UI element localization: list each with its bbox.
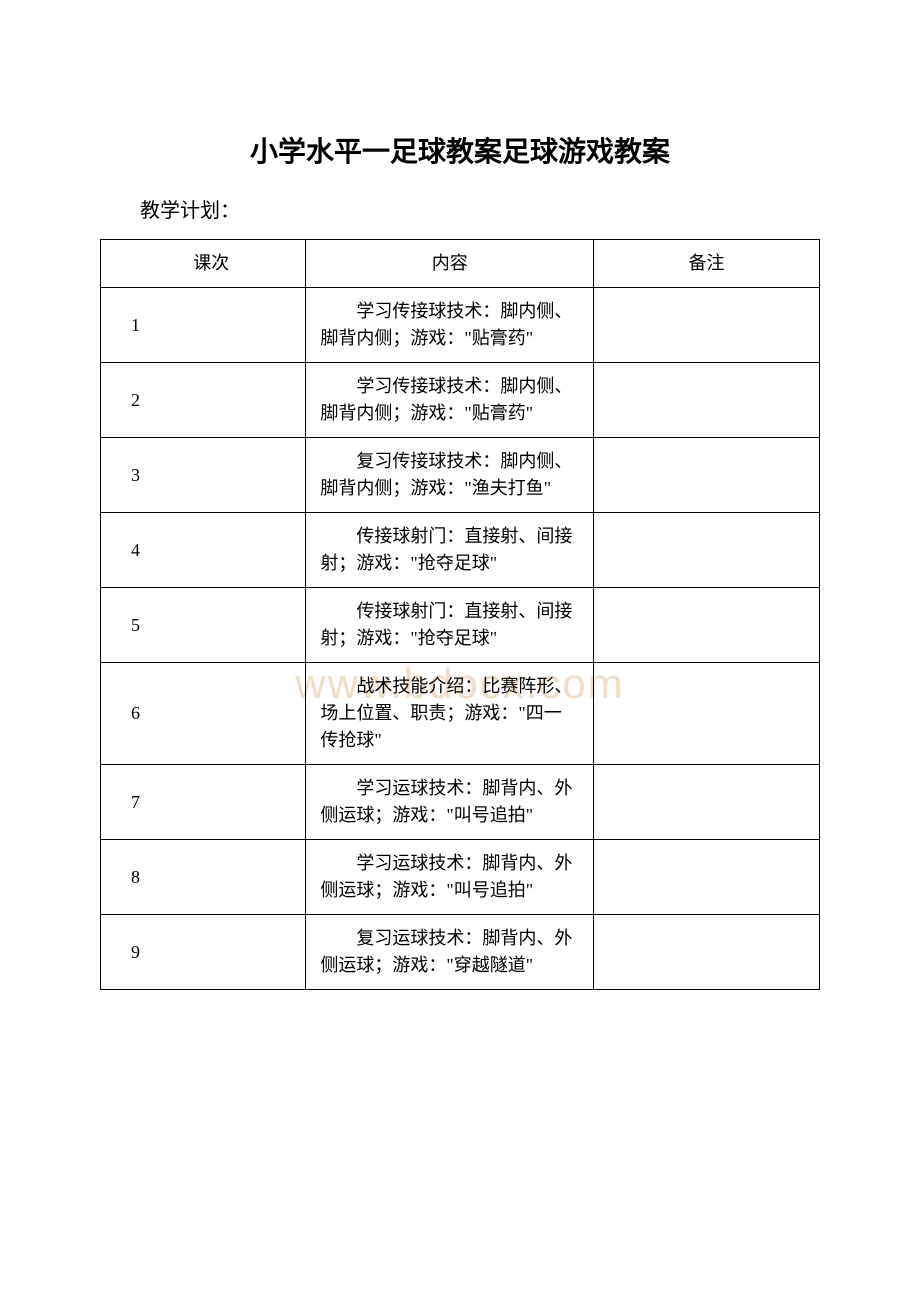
table-row: 6 战术技能介绍：比赛阵形、场上位置、职责；游戏："四一传抢球" bbox=[101, 663, 820, 765]
table-row: 7 学习运球技术：脚背内、外侧运球；游戏："叫号追拍" bbox=[101, 765, 820, 840]
cell-lesson: 7 bbox=[101, 765, 306, 840]
cell-notes bbox=[594, 438, 820, 513]
table-row: 1 学习传接球技术：脚内侧、脚背内侧；游戏："贴膏药" bbox=[101, 288, 820, 363]
cell-lesson: 6 bbox=[101, 663, 306, 765]
cell-content: 复习传接球技术：脚内侧、脚背内侧；游戏："渔夫打鱼" bbox=[306, 438, 594, 513]
cell-content: 学习传接球技术：脚内侧、脚背内侧；游戏："贴膏药" bbox=[306, 363, 594, 438]
table-row: 9 复习运球技术：脚背内、外侧运球；游戏："穿越隧道" bbox=[101, 915, 820, 990]
cell-lesson: 8 bbox=[101, 840, 306, 915]
cell-notes bbox=[594, 765, 820, 840]
cell-notes bbox=[594, 663, 820, 765]
table-wrapper: 课次 内容 备注 1 学习传接球技术：脚内侧、脚背内侧；游戏："贴膏药" 2 学… bbox=[100, 239, 820, 990]
document-title: 小学水平一足球教案足球游戏教案 bbox=[100, 130, 820, 170]
cell-lesson: 5 bbox=[101, 588, 306, 663]
cell-lesson: 3 bbox=[101, 438, 306, 513]
cell-content: 学习运球技术：脚背内、外侧运球；游戏："叫号追拍" bbox=[306, 765, 594, 840]
subtitle: 教学计划： bbox=[100, 194, 820, 223]
cell-content: 学习传接球技术：脚内侧、脚背内侧；游戏："贴膏药" bbox=[306, 288, 594, 363]
cell-content: 学习运球技术：脚背内、外侧运球；游戏："叫号追拍" bbox=[306, 840, 594, 915]
cell-content: 传接球射门：直接射、间接射；游戏："抢夺足球" bbox=[306, 588, 594, 663]
cell-lesson: 4 bbox=[101, 513, 306, 588]
cell-lesson: 9 bbox=[101, 915, 306, 990]
table-row: 4 传接球射门：直接射、间接射；游戏："抢夺足球" bbox=[101, 513, 820, 588]
cell-content: 复习运球技术：脚背内、外侧运球；游戏："穿越隧道" bbox=[306, 915, 594, 990]
cell-notes bbox=[594, 588, 820, 663]
table-header-row: 课次 内容 备注 bbox=[101, 240, 820, 288]
cell-notes bbox=[594, 363, 820, 438]
header-lesson: 课次 bbox=[101, 240, 306, 288]
table-row: 5 传接球射门：直接射、间接射；游戏："抢夺足球" bbox=[101, 588, 820, 663]
header-content: 内容 bbox=[306, 240, 594, 288]
cell-notes bbox=[594, 840, 820, 915]
table-row: 3 复习传接球技术：脚内侧、脚背内侧；游戏："渔夫打鱼" bbox=[101, 438, 820, 513]
cell-content: 战术技能介绍：比赛阵形、场上位置、职责；游戏："四一传抢球" bbox=[306, 663, 594, 765]
cell-lesson: 2 bbox=[101, 363, 306, 438]
table-row: 8 学习运球技术：脚背内、外侧运球；游戏："叫号追拍" bbox=[101, 840, 820, 915]
cell-notes bbox=[594, 915, 820, 990]
teaching-plan-table: 课次 内容 备注 1 学习传接球技术：脚内侧、脚背内侧；游戏："贴膏药" 2 学… bbox=[100, 239, 820, 990]
header-notes: 备注 bbox=[594, 240, 820, 288]
cell-notes bbox=[594, 288, 820, 363]
cell-lesson: 1 bbox=[101, 288, 306, 363]
cell-content: 传接球射门：直接射、间接射；游戏："抢夺足球" bbox=[306, 513, 594, 588]
cell-notes bbox=[594, 513, 820, 588]
table-row: 2 学习传接球技术：脚内侧、脚背内侧；游戏："贴膏药" bbox=[101, 363, 820, 438]
